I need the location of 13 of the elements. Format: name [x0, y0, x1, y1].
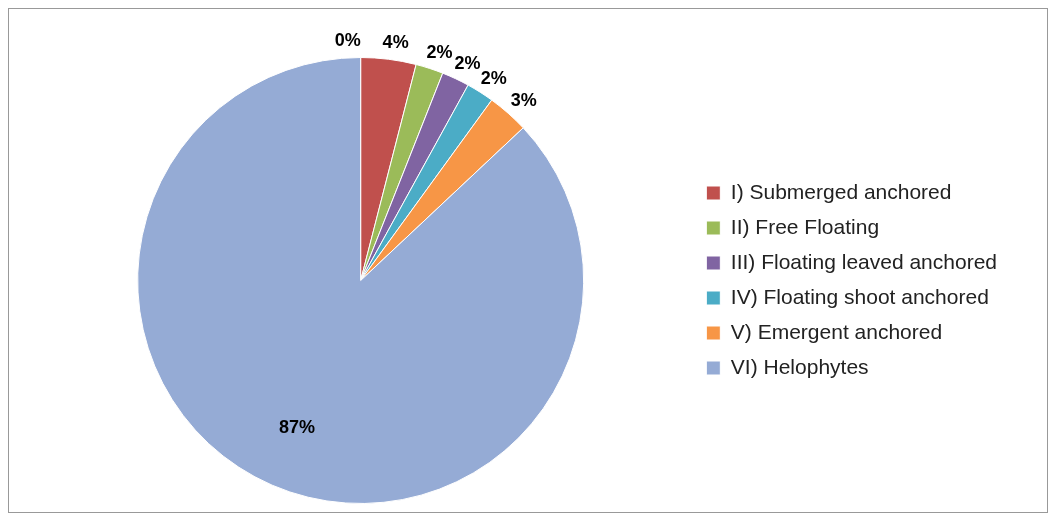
legend-label: V) Emergent anchored [730, 319, 943, 343]
data-label: 4% [382, 32, 409, 53]
legend-label: IV) Floating shoot anchored [730, 284, 989, 308]
text: 0% [334, 30, 361, 51]
data-label: 2% [480, 67, 507, 88]
data-label: 87% [278, 416, 315, 437]
legend-label: I) Submerged anchored [730, 179, 952, 203]
data-label: 2% [454, 53, 481, 74]
legend-label: II) Free Floating [730, 214, 880, 238]
legend-label: III) Floating leaved anchored [730, 249, 998, 273]
data-label: 2% [426, 42, 453, 63]
legend-label: VI) Helophytes [730, 354, 869, 378]
data-label: 3% [510, 90, 537, 111]
